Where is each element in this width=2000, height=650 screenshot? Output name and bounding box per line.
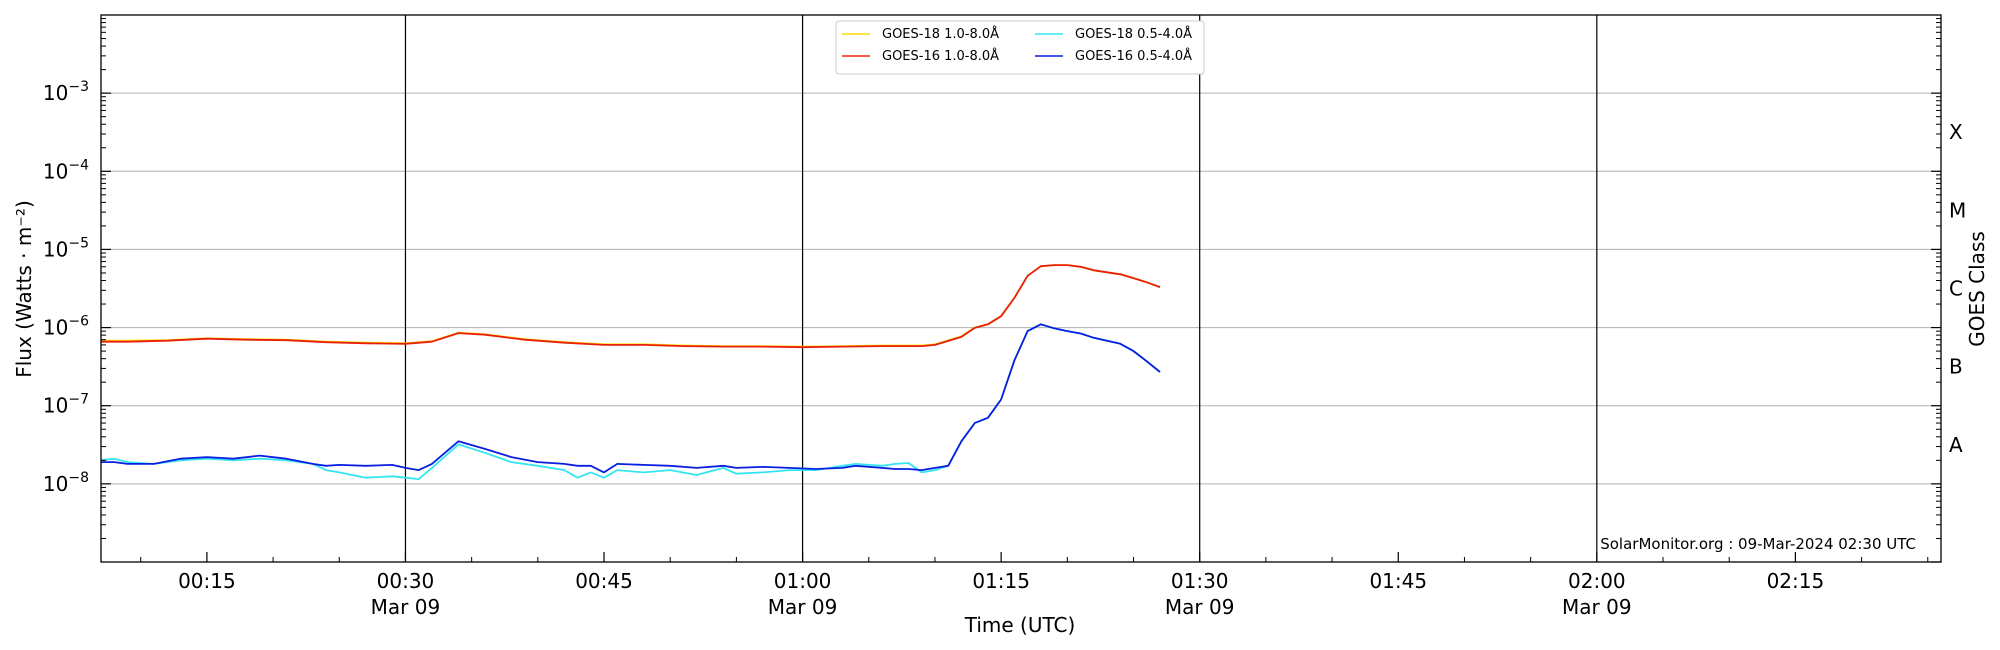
plot-frame — [100, 14, 1942, 563]
y-tick-label-2: 10−6 — [43, 314, 89, 340]
goes-class-label-a: A — [1949, 433, 1963, 457]
goes-class-label-x: X — [1949, 120, 1963, 144]
x-tick-label-5: 01:30 — [1171, 569, 1229, 593]
credit-text: SolarMonitor.org : 09-Mar-2024 02:30 UTC — [1600, 535, 1916, 553]
series-line-0 — [101, 264, 1161, 348]
y-tick-label-4: 10−4 — [43, 157, 89, 183]
legend: GOES-18 1.0-8.0Å GOES-16 1.0-8.0Å GOES-18 … — [835, 20, 1205, 75]
legend-label-0: GOES-18 1.0-8.0Å — [882, 26, 999, 42]
x-tick-label-0: 00:15 — [178, 569, 236, 593]
series-line-3 — [101, 323, 1161, 474]
y-axis-title: Flux (Watts · m⁻²) — [12, 200, 36, 378]
grid-layer — [101, 92, 1941, 485]
goes-class-label-b: B — [1949, 355, 1963, 379]
goes-class-label-m: M — [1949, 198, 1966, 222]
series-line-1 — [101, 264, 1161, 349]
x-tick-sublabel-5: Mar 09 — [1165, 595, 1235, 619]
x-tick-label-3: 01:00 — [774, 569, 832, 593]
y-tick-label-0: 10−8 — [43, 470, 89, 496]
x-tick-label-4: 01:15 — [972, 569, 1030, 593]
legend-box — [835, 20, 1205, 75]
goes-class-label-c: C — [1949, 277, 1963, 301]
legend-label-1: GOES-16 1.0-8.0Å — [882, 48, 999, 64]
legend-label-2: GOES-18 0.5-4.0Å — [1075, 26, 1192, 42]
x-tick-sublabel-7: Mar 09 — [1562, 595, 1632, 619]
x-axis-title: Time (UTC) — [964, 613, 1076, 637]
x-tick-sublabel-1: Mar 09 — [371, 595, 441, 619]
x-tick-label-8: 02:15 — [1767, 569, 1825, 593]
x-tick-label-7: 02:00 — [1568, 569, 1626, 593]
x-tick-label-2: 00:45 — [575, 569, 633, 593]
axis-ticks — [101, 18, 1941, 563]
legend-items: GOES-18 1.0-8.0Å GOES-16 1.0-8.0Å GOES-18 … — [842, 26, 1192, 64]
y-tick-label-1: 10−7 — [43, 392, 89, 418]
x-tick-label-1: 00:30 — [377, 569, 435, 593]
y-tick-label-3: 10−5 — [43, 235, 89, 261]
x-tick-sublabel-3: Mar 09 — [768, 595, 838, 619]
x-tick-label-6: 01:45 — [1369, 569, 1427, 593]
legend-label-3: GOES-16 0.5-4.0Å — [1075, 48, 1192, 64]
day-vertical-lines — [404, 15, 1598, 562]
y-tick-label-5: 10−3 — [43, 79, 89, 105]
series-layer — [100, 264, 1161, 480]
goes-class-axis-title: GOES Class — [1965, 231, 1989, 347]
